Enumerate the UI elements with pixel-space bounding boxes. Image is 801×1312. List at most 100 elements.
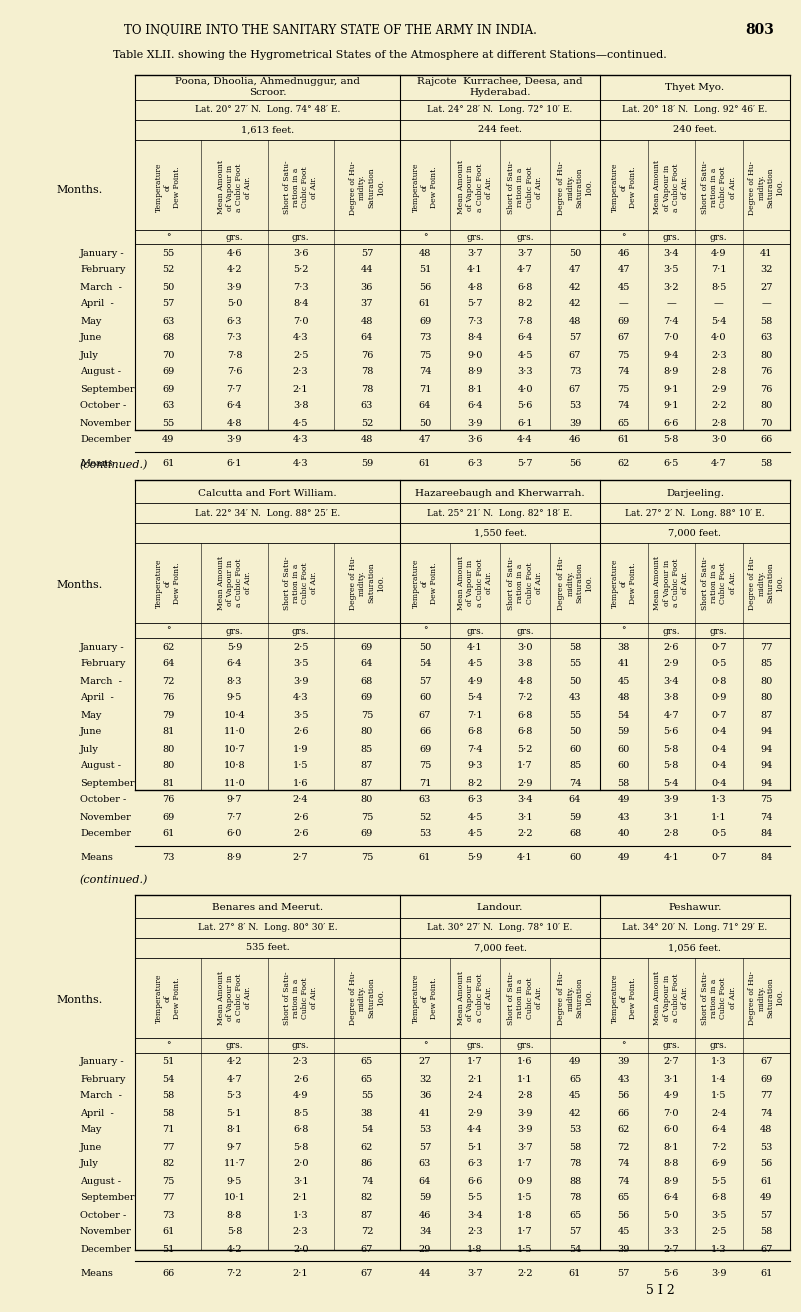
Text: 87: 87	[760, 711, 772, 719]
Text: 4·5: 4·5	[467, 829, 483, 838]
Text: November: November	[80, 419, 131, 428]
Text: 48: 48	[360, 436, 373, 445]
Text: 3·1: 3·1	[663, 1075, 679, 1084]
Text: 69: 69	[419, 744, 431, 753]
Text: July: July	[80, 1160, 99, 1169]
Text: 5·1: 5·1	[227, 1109, 242, 1118]
Text: 3·5: 3·5	[711, 1211, 727, 1219]
Text: 1·3: 1·3	[711, 795, 727, 804]
Text: September: September	[80, 384, 135, 394]
Text: 1·7: 1·7	[517, 1160, 533, 1169]
Text: 8·5: 8·5	[711, 282, 727, 291]
Text: Degree of Hu-
midity.
Saturation
100.: Degree of Hu- midity. Saturation 100.	[557, 556, 593, 610]
Text: 2·5: 2·5	[293, 643, 308, 652]
Text: 2·5: 2·5	[711, 1228, 727, 1236]
Text: 2·4: 2·4	[293, 795, 308, 804]
Text: 7·6: 7·6	[227, 367, 242, 377]
Text: 10·4: 10·4	[223, 711, 245, 719]
Text: 1·5: 1·5	[517, 1194, 533, 1203]
Text: 6·8: 6·8	[517, 727, 533, 736]
Text: 74: 74	[360, 1177, 373, 1186]
Text: °: °	[166, 234, 171, 243]
Text: 75: 75	[360, 711, 373, 719]
Text: 69: 69	[162, 367, 175, 377]
Text: 73: 73	[162, 1211, 175, 1219]
Text: 4·5: 4·5	[467, 660, 483, 669]
Text: 2·7: 2·7	[293, 854, 308, 862]
Text: 11·0: 11·0	[223, 778, 245, 787]
Text: 58: 58	[760, 1228, 772, 1236]
Text: 56: 56	[618, 1211, 630, 1219]
Text: 78: 78	[569, 1160, 582, 1169]
Text: 74: 74	[419, 367, 431, 377]
Text: 61: 61	[419, 854, 431, 862]
Text: April  -: April -	[80, 299, 114, 308]
Text: 2·8: 2·8	[517, 1092, 533, 1101]
Text: 4·8: 4·8	[517, 677, 533, 685]
Text: Mean Amount
of Vapour in
a Cubic Foot
of Air.: Mean Amount of Vapour in a Cubic Foot of…	[654, 971, 689, 1025]
Text: 70: 70	[162, 350, 175, 359]
Text: 5·2: 5·2	[293, 265, 308, 274]
Text: 75: 75	[419, 350, 431, 359]
Text: Lat. 30° 27′ N.  Long. 78° 10′ E.: Lat. 30° 27′ N. Long. 78° 10′ E.	[427, 924, 573, 933]
Text: May: May	[80, 1126, 102, 1135]
Text: 1·3: 1·3	[711, 1245, 727, 1253]
Text: 63: 63	[419, 1160, 431, 1169]
Text: 73: 73	[569, 367, 582, 377]
Text: 82: 82	[162, 1160, 175, 1169]
Text: 5·9: 5·9	[227, 643, 242, 652]
Text: 3·7: 3·7	[467, 248, 483, 257]
Text: °: °	[166, 1042, 171, 1051]
Text: 3·1: 3·1	[293, 1177, 308, 1186]
Text: Degree of Hu-
midity.
Saturation
100.: Degree of Hu- midity. Saturation 100.	[349, 971, 384, 1025]
Text: 57: 57	[419, 677, 431, 685]
Text: October -: October -	[80, 401, 127, 411]
Text: 10·8: 10·8	[223, 761, 245, 770]
Text: Temperature
of
Dew Point.: Temperature of Dew Point.	[610, 163, 637, 213]
Text: 80: 80	[760, 694, 772, 702]
Text: 8·1: 8·1	[663, 1143, 679, 1152]
Text: 7·3: 7·3	[293, 282, 308, 291]
Text: 27: 27	[760, 282, 772, 291]
Text: 8·5: 8·5	[293, 1109, 308, 1118]
Text: 8·8: 8·8	[227, 1211, 242, 1219]
Text: 75: 75	[618, 350, 630, 359]
Text: 2·3: 2·3	[711, 350, 727, 359]
Text: 45: 45	[618, 282, 630, 291]
Text: 2·6: 2·6	[293, 812, 308, 821]
Text: 6·4: 6·4	[711, 1126, 727, 1135]
Text: —: —	[762, 299, 771, 308]
Text: August -: August -	[80, 367, 121, 377]
Text: 5·0: 5·0	[663, 1211, 679, 1219]
Text: grs.: grs.	[466, 1042, 484, 1051]
Text: 3·9: 3·9	[517, 1126, 533, 1135]
Text: Lat. 27° 8′ N.  Long. 80° 30′ E.: Lat. 27° 8′ N. Long. 80° 30′ E.	[198, 924, 337, 933]
Text: 5·7: 5·7	[517, 459, 533, 468]
Text: 3·9: 3·9	[227, 282, 242, 291]
Text: 67: 67	[419, 711, 431, 719]
Text: 94: 94	[760, 761, 772, 770]
Text: 55: 55	[360, 1092, 373, 1101]
Text: 5·4: 5·4	[711, 316, 727, 325]
Text: 1·5: 1·5	[293, 761, 308, 770]
Text: Mean Amount
of Vapour in
a Cubic Foot
of Air.: Mean Amount of Vapour in a Cubic Foot of…	[654, 556, 689, 610]
Text: 72: 72	[162, 677, 175, 685]
Text: 4·0: 4·0	[517, 384, 533, 394]
Text: 7·3: 7·3	[467, 316, 483, 325]
Text: 3·4: 3·4	[663, 677, 679, 685]
Text: 5·8: 5·8	[663, 761, 679, 770]
Text: 37: 37	[360, 299, 373, 308]
Text: 64: 64	[569, 795, 582, 804]
Text: 50: 50	[569, 727, 581, 736]
Text: 66: 66	[618, 1109, 630, 1118]
Text: Poona, Dhoolia, Ahmednuggur, and
Scroor.: Poona, Dhoolia, Ahmednuggur, and Scroor.	[175, 77, 360, 97]
Text: Temperature
of
Dew Point.: Temperature of Dew Point.	[155, 974, 181, 1023]
Text: 82: 82	[360, 1194, 373, 1203]
Text: 43: 43	[618, 1075, 630, 1084]
Text: May: May	[80, 316, 102, 325]
Text: Means: Means	[80, 459, 113, 468]
Text: 46: 46	[419, 1211, 431, 1219]
Text: 0·4: 0·4	[711, 727, 727, 736]
Text: January -: January -	[80, 643, 125, 652]
Text: 2·3: 2·3	[293, 367, 308, 377]
